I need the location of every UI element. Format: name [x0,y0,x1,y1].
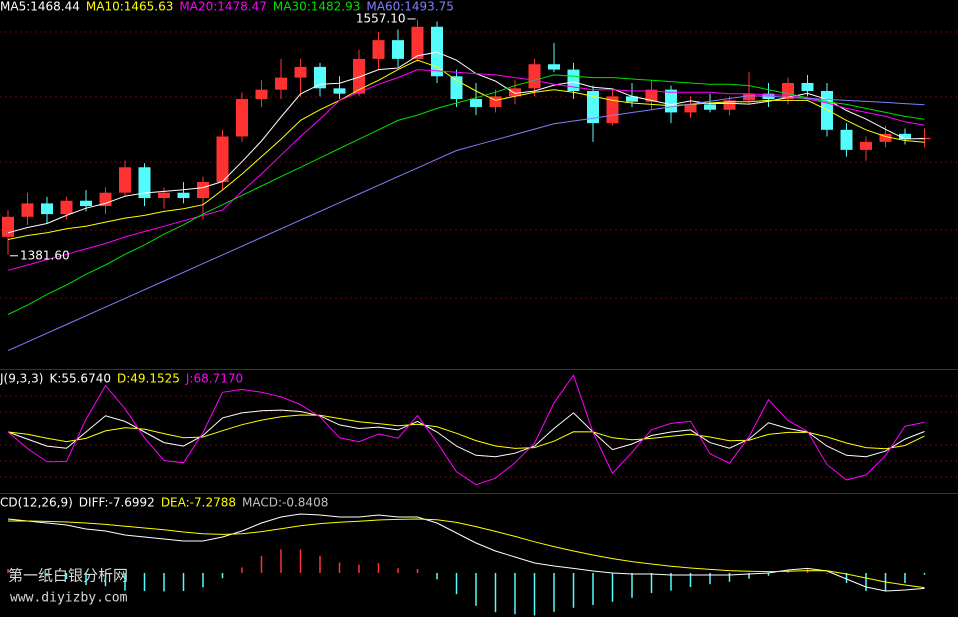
watermark-url: www.diyizby.com [10,591,128,606]
candle-body [21,203,34,217]
candle-body [879,133,892,142]
legend-entry: MACD:-0.8408 [242,496,328,510]
series-line [7,513,925,592]
grid [0,31,958,494]
panel-title: J(9,3,3) [0,372,43,386]
candle-body [528,64,541,89]
candle-body [899,133,911,140]
candle-body [840,129,853,150]
candle-body [918,137,931,140]
legend-entry: MA20:1478.47 [179,0,267,14]
high-annotation: 1557.10 [356,11,406,25]
candle-body [723,100,736,110]
candle-body [2,216,14,237]
candle-body [450,76,463,100]
candle-body [743,93,755,101]
candle-body [314,66,326,89]
series-line [7,74,925,315]
candle-body [41,203,53,215]
candle-body [158,192,170,199]
candle-body [860,141,872,150]
candle-body [236,99,248,137]
candle-body [119,167,131,193]
legend-entry: MA60:1493.75 [366,0,454,14]
series-line [8,518,925,589]
candle-body [275,77,287,90]
low-annotation: 1381.60 [20,248,70,262]
candle-body [567,69,580,91]
candle-body [801,82,814,91]
candle-body [587,90,599,124]
candle-body [470,99,482,108]
candle-body [548,64,560,70]
candle-body [353,58,365,94]
legend-entry: DEA:-7.2788 [161,496,236,510]
candle-body [177,192,190,199]
candle-body [333,88,346,94]
series-line [7,409,925,458]
legend-entry: MA5:1468.44 [0,0,80,14]
candle-body [509,88,521,97]
candle-body [372,40,385,59]
candle-body [60,200,73,215]
legend-entry: DIFF:-7.6992 [79,496,155,510]
series-line [7,69,925,271]
candle-body [80,200,92,207]
candle-body [392,40,404,59]
candle-body [606,96,619,124]
panel-title: CD(12,26,9) [0,496,73,510]
legend-entry: D:49.1525 [117,372,180,386]
legend-entry: MA10:1465.63 [86,0,174,14]
series-line [7,414,925,450]
legend-entry: K:55.6740 [49,372,111,386]
candle-body [645,89,658,102]
candle-body [197,181,209,199]
candle-body [216,136,229,182]
series-line [7,95,925,352]
candle-body [821,90,833,130]
candle-body [431,26,443,77]
candle-body [294,66,307,78]
watermark-title: 第一纸白银分析网 [8,567,128,585]
candle-body [138,167,151,199]
series-line [7,51,925,234]
candle-body [626,96,638,102]
series-line [7,374,925,486]
candle-body [684,104,697,113]
legend-entry: MA30:1482.93 [273,0,361,14]
candle-body [665,89,677,113]
candle-body [704,104,716,110]
candle-body [411,26,424,59]
legend-entry: J:68.7170 [185,372,243,386]
candle-body [489,96,502,108]
candle-body [255,89,268,100]
series-line [7,59,925,240]
